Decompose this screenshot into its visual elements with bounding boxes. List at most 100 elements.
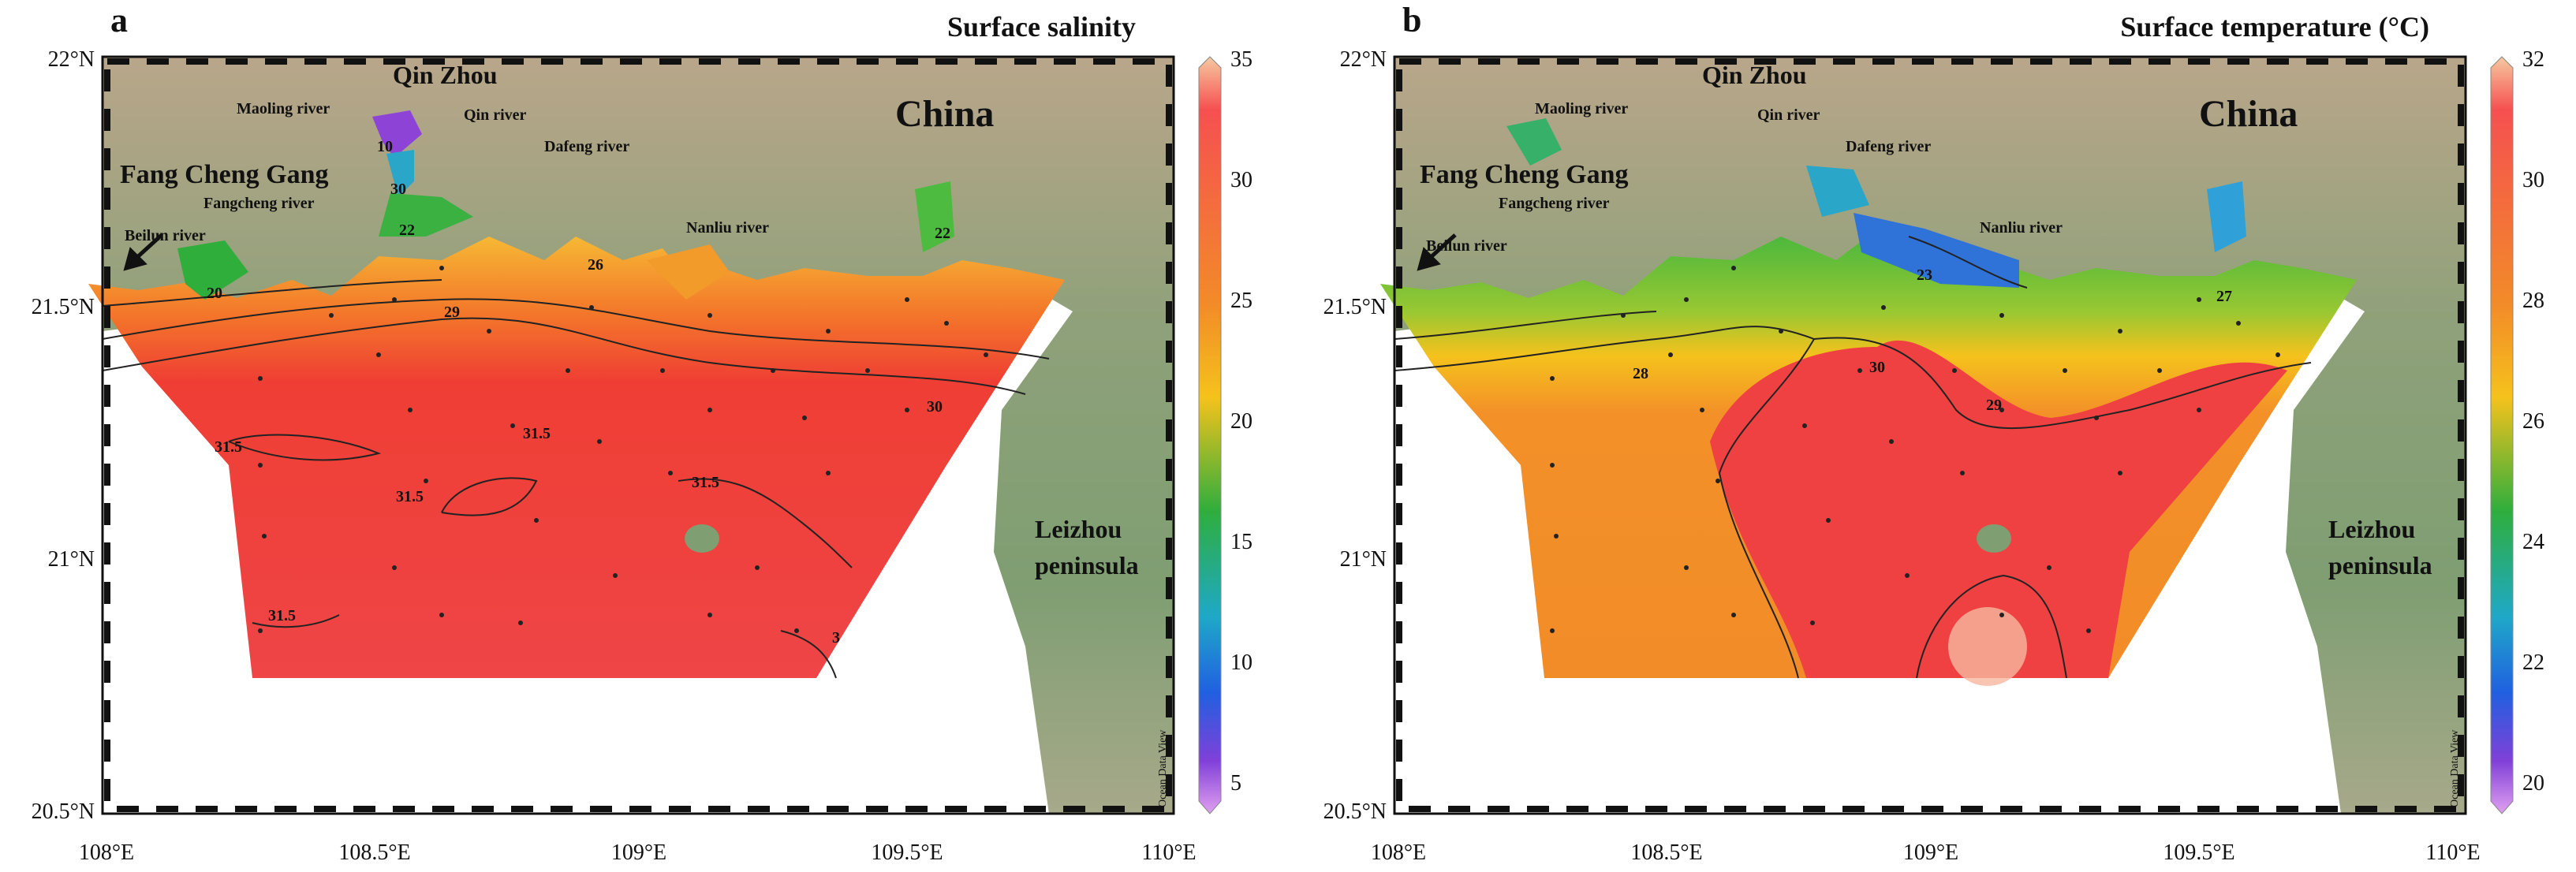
colorbar-tick: 24: [2522, 530, 2544, 554]
colorbar-tick: 20: [2522, 771, 2544, 796]
y-tick: 22°N: [1340, 47, 1387, 72]
contour-label: 31.5: [268, 607, 296, 624]
label-peninsula: peninsula: [2328, 551, 2432, 579]
x-tick: 109°E: [611, 840, 666, 865]
x-tick: 110°E: [2425, 840, 2480, 865]
contour-label: 31.5: [215, 438, 242, 456]
label-fang-cheng-gang: Fang Cheng Gang: [120, 160, 329, 189]
nanliu-plume: [647, 244, 730, 300]
panel-temperature: 28 30 29 23 27 Qin Zhou China Fang Cheng…: [1323, 1, 2544, 865]
panel-letter: a: [110, 1, 128, 39]
panel-title: Surface salinity: [947, 11, 1136, 43]
y-tick: 20.5°N: [1323, 799, 1387, 824]
contour-label-group: 10 30 22 20 29 26 22 30 31.5 31.5 31.5 3…: [207, 138, 950, 647]
contour-label: 26: [588, 256, 603, 274]
y-axis: 22°N 21.5°N 21°N 20.5°N: [32, 47, 95, 824]
y-tick: 21.5°N: [32, 295, 95, 319]
contour-label: 27: [2216, 288, 2232, 305]
colorbar-tick: 32: [2522, 47, 2544, 72]
label-dafeng-river: Dafeng river: [544, 138, 629, 155]
arrow-icon: [1417, 233, 1457, 271]
warm-core: [1710, 340, 2287, 678]
colorbar: 35 30 25 20 15 10 5 Ocean Data View: [1157, 47, 1253, 814]
x-tick: 108°E: [79, 840, 134, 865]
y-tick: 21°N: [48, 547, 95, 572]
qin-river-plume: [372, 110, 422, 158]
x-tick: 109.5°E: [871, 840, 943, 865]
qin-river-plume-3: [379, 193, 473, 237]
x-tick: 108.5°E: [1630, 840, 1702, 865]
label-nanliu-river: Nanliu river: [1980, 219, 2063, 237]
contour-lines: [102, 279, 1050, 679]
island: [1977, 524, 2011, 553]
colorbar-tick: 15: [1230, 530, 1253, 554]
label-china: China: [2199, 93, 2298, 135]
contour-label: 3: [832, 629, 840, 647]
label-maoling-river: Maoling river: [237, 100, 330, 117]
label-qin-river: Qin river: [1757, 106, 1820, 124]
contour-label: 29: [444, 304, 460, 321]
warm-spot: [1948, 607, 2027, 686]
contour-label: 29: [1986, 397, 2002, 414]
label-peninsula: peninsula: [1035, 551, 1139, 579]
contour-label-group: 28 30 29 23 27: [1633, 266, 2232, 414]
label-beilun-river: Beilun river: [125, 227, 206, 244]
map-frame: [101, 55, 1175, 815]
x-tick: 108°E: [1371, 840, 1426, 865]
panel-salinity: 10 30 22 20 29 26 22 30 31.5 31.5 31.5 3…: [32, 1, 1253, 865]
label-fang-cheng-gang: Fang Cheng Gang: [1420, 160, 1629, 189]
map-frame-dashes: [104, 58, 1172, 812]
y-tick: 21.5°N: [1323, 295, 1387, 319]
colorbar-tick: 20: [1230, 409, 1253, 434]
y-tick: 21°N: [1340, 547, 1387, 572]
contour-label: 22: [935, 225, 950, 242]
panel-title: Surface temperature (°C): [2120, 11, 2429, 43]
colorbar-tick: 26: [2522, 409, 2544, 434]
contour-label: 30: [1869, 359, 1885, 376]
colorbar: 32 30 28 26 24 22 20 Ocean Data View: [2449, 47, 2544, 814]
panel-letter: b: [1402, 1, 1421, 39]
label-nanliu-river: Nanliu river: [686, 219, 769, 237]
x-axis: 108°E 108.5°E 109°E 109.5°E 110°E: [79, 840, 1197, 865]
label-qin-river: Qin river: [464, 106, 527, 124]
contour-label: 30: [927, 398, 943, 416]
contour-label: 30: [390, 181, 406, 198]
label-dafeng-river: Dafeng river: [1846, 138, 1931, 155]
colorbar-tick: 5: [1230, 771, 1241, 796]
colorbar-bar: [2490, 56, 2514, 814]
contour-label: 23: [1917, 266, 1932, 284]
colorbar-tick: 35: [1230, 47, 1253, 72]
y-axis: 22°N 21.5°N 21°N 20.5°N: [1323, 47, 1387, 824]
y-tick: 22°N: [48, 47, 95, 72]
contour-label: 28: [1633, 365, 1648, 382]
contour-label: 10: [377, 138, 393, 155]
colorbar-tick: 22: [2522, 650, 2544, 675]
east-bay-cold-water: [2207, 181, 2246, 252]
colorbar-tick: 25: [1230, 289, 1253, 313]
colorbar-credit: Ocean Data View: [2449, 729, 2461, 807]
contour-label: 31.5: [523, 425, 551, 442]
label-fangcheng-river: Fangcheng river: [1499, 195, 1610, 212]
place-labels: Qin Zhou China Fang Cheng Gang Maoling r…: [1420, 61, 2432, 579]
x-axis: 108°E 108.5°E 109°E 109.5°E 110°E: [1371, 840, 2481, 865]
y-tick: 20.5°N: [32, 799, 95, 824]
salinity-field: [88, 237, 1065, 678]
nanliu-cold-water-2: [1806, 166, 1869, 217]
x-tick: 109°E: [1903, 840, 1958, 865]
x-tick: 109.5°E: [2163, 840, 2234, 865]
qin-cold-water: [1506, 118, 1562, 166]
colorbar-tick: 30: [2522, 168, 2544, 192]
map-frame-dashes: [1396, 58, 2464, 812]
station-points: [258, 266, 988, 633]
x-tick: 108.5°E: [338, 840, 410, 865]
colorbar-credit: Ocean Data View: [1157, 729, 1169, 807]
place-labels: Qin Zhou China Fang Cheng Gang Maoling r…: [120, 61, 1139, 579]
nanliu-cold-water: [1854, 213, 2019, 288]
label-china: China: [895, 93, 994, 135]
contour-label: 31.5: [396, 488, 424, 505]
x-tick: 110°E: [1141, 840, 1196, 865]
label-leizhou: Leizhou: [2328, 515, 2415, 543]
station-points: [1550, 266, 2280, 633]
east-bay-plume: [915, 181, 954, 252]
